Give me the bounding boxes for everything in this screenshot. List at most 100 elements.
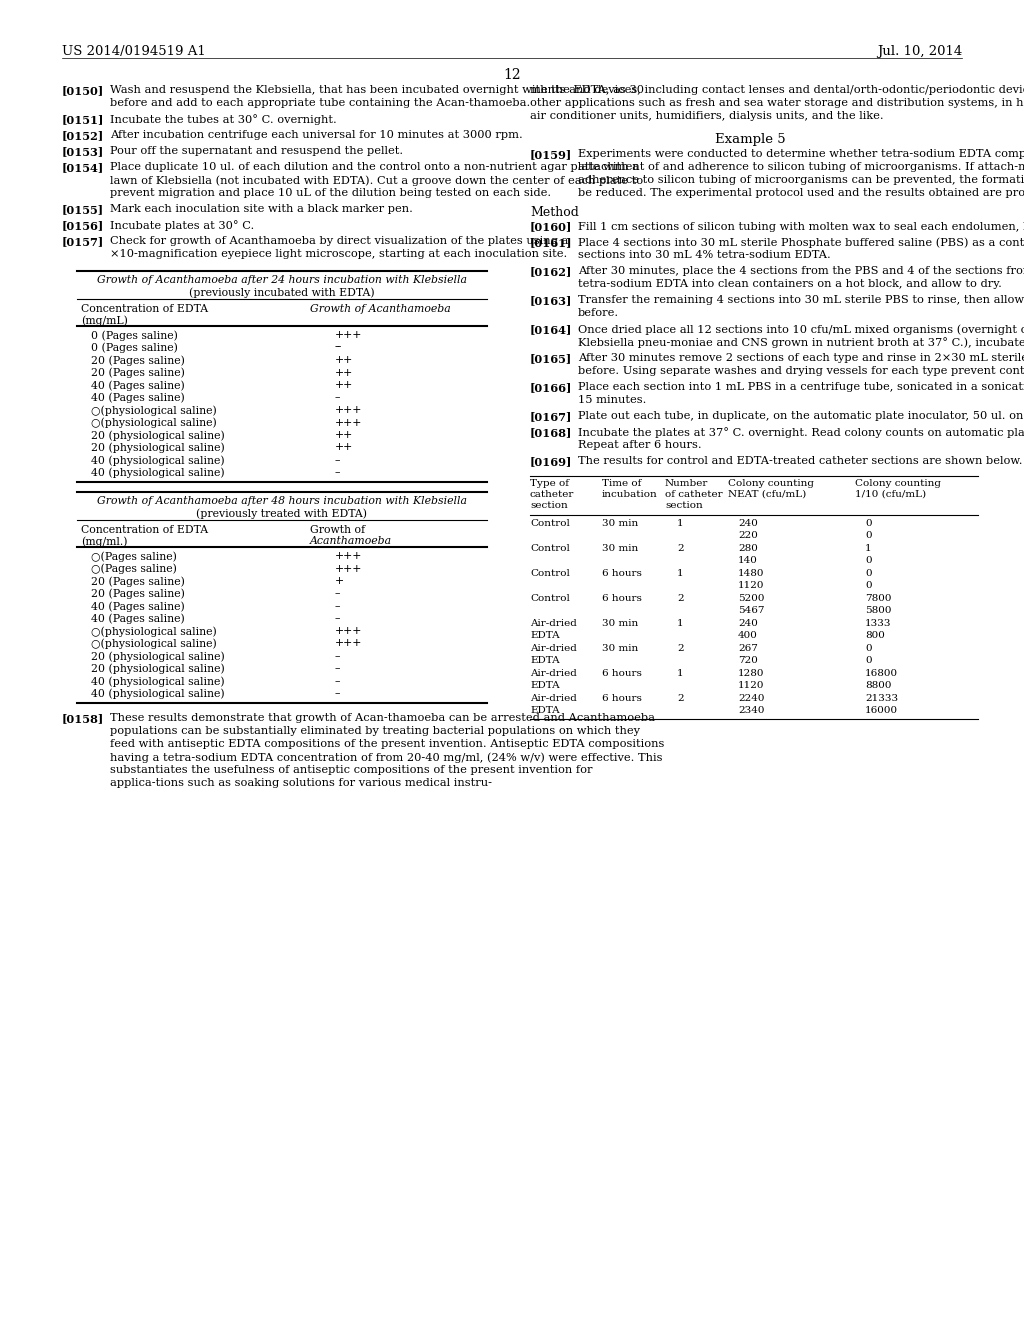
Text: [0169]: [0169]	[530, 455, 572, 467]
Text: ++: ++	[335, 430, 353, 440]
Text: --: --	[335, 342, 342, 352]
Text: [0155]: [0155]	[62, 205, 104, 215]
Text: Control: Control	[530, 594, 570, 603]
Text: 240: 240	[738, 619, 758, 628]
Text: These results demonstrate that growth of Acan-thamoeba can be arrested and Acant: These results demonstrate that growth of…	[110, 713, 655, 723]
Text: 720: 720	[738, 656, 758, 665]
Text: adherence to silicon tubing of microorganisms can be prevented, the formation of: adherence to silicon tubing of microorga…	[578, 176, 1024, 185]
Text: 20 (Pages saline): 20 (Pages saline)	[91, 589, 185, 599]
Text: (mg/mL): (mg/mL)	[81, 315, 128, 326]
Text: 2: 2	[677, 694, 684, 704]
Text: Air-dried: Air-dried	[530, 619, 577, 628]
Text: Control: Control	[530, 544, 570, 553]
Text: [0158]: [0158]	[62, 713, 104, 723]
Text: 16000: 16000	[865, 706, 898, 715]
Text: 15 minutes.: 15 minutes.	[578, 395, 646, 405]
Text: section: section	[530, 502, 567, 510]
Text: ++: ++	[335, 442, 353, 453]
Text: EDTA: EDTA	[530, 681, 560, 690]
Text: +++: +++	[335, 550, 362, 561]
Text: [0161]: [0161]	[530, 238, 572, 248]
Text: Wash and resuspend the Klebsiella, that has been incubated overnight with the ED: Wash and resuspend the Klebsiella, that …	[110, 84, 644, 95]
Text: 40 (Pages saline): 40 (Pages saline)	[91, 601, 184, 611]
Text: Method: Method	[530, 206, 579, 219]
Text: 6 hours: 6 hours	[602, 694, 642, 704]
Text: 0: 0	[865, 581, 871, 590]
Text: –: –	[335, 689, 341, 698]
Text: Pour off the supernatant and resuspend the pellet.: Pour off the supernatant and resuspend t…	[110, 147, 403, 156]
Text: applica-tions such as soaking solutions for various medical instru-: applica-tions such as soaking solutions …	[110, 777, 492, 788]
Text: 1: 1	[677, 569, 684, 578]
Text: section: section	[665, 502, 702, 510]
Text: 30 min: 30 min	[602, 619, 638, 628]
Text: [0164]: [0164]	[530, 323, 572, 335]
Text: 1120: 1120	[738, 681, 765, 690]
Text: Time of: Time of	[602, 479, 641, 488]
Text: catheter: catheter	[530, 490, 574, 499]
Text: Control: Control	[530, 519, 570, 528]
Text: 16800: 16800	[865, 669, 898, 678]
Text: ++: ++	[335, 367, 353, 378]
Text: tetra-sodium EDTA into clean containers on a hot block, and allow to dry.: tetra-sodium EDTA into clean containers …	[578, 279, 1001, 289]
Text: populations can be substantially eliminated by treating bacterial populations on: populations can be substantially elimina…	[110, 726, 640, 737]
Text: 140: 140	[738, 556, 758, 565]
Text: 40 (Pages saline): 40 (Pages saline)	[91, 614, 184, 624]
Text: 40 (Pages saline): 40 (Pages saline)	[91, 392, 184, 403]
Text: [0150]: [0150]	[62, 84, 104, 96]
Text: 267: 267	[738, 644, 758, 653]
Text: ○(physiological saline): ○(physiological saline)	[91, 639, 217, 649]
Text: ○(physiological saline): ○(physiological saline)	[91, 417, 217, 428]
Text: 1280: 1280	[738, 669, 765, 678]
Text: 30 min: 30 min	[602, 544, 638, 553]
Text: 20 (physiological saline): 20 (physiological saline)	[91, 664, 224, 675]
Text: Growth of Acanthamoeba: Growth of Acanthamoeba	[310, 304, 451, 314]
Text: EDTA: EDTA	[530, 706, 560, 715]
Text: Control: Control	[530, 569, 570, 578]
Text: After 30 minutes, place the 4 sections from the PBS and 4 of the sections from t: After 30 minutes, place the 4 sections f…	[578, 267, 1024, 276]
Text: 400: 400	[738, 631, 758, 640]
Text: [0160]: [0160]	[530, 220, 572, 232]
Text: 30 min: 30 min	[602, 519, 638, 528]
Text: –: –	[335, 676, 341, 686]
Text: 20 (physiological saline): 20 (physiological saline)	[91, 442, 224, 453]
Text: 21333: 21333	[865, 694, 898, 704]
Text: be reduced. The experimental protocol used and the results obtained are provided: be reduced. The experimental protocol us…	[578, 187, 1024, 198]
Text: Once dried place all 12 sections into 10 cfu/mL mixed organisms (overnight cultu: Once dried place all 12 sections into 10…	[578, 323, 1024, 334]
Text: 5200: 5200	[738, 594, 765, 603]
Text: +++: +++	[335, 564, 362, 573]
Text: (previously treated with EDTA): (previously treated with EDTA)	[197, 508, 368, 519]
Text: [0154]: [0154]	[62, 162, 104, 173]
Text: sections into 30 mL 4% tetra-sodium EDTA.: sections into 30 mL 4% tetra-sodium EDTA…	[578, 249, 830, 260]
Text: 40 (physiological saline): 40 (physiological saline)	[91, 676, 224, 686]
Text: EDTA: EDTA	[530, 631, 560, 640]
Text: Air-dried: Air-dried	[530, 669, 577, 678]
Text: 5800: 5800	[865, 606, 892, 615]
Text: Check for growth of Acanthamoeba by direct visualization of the plates using a: Check for growth of Acanthamoeba by dire…	[110, 236, 568, 246]
Text: [0163]: [0163]	[530, 294, 572, 306]
Text: Concentration of EDTA: Concentration of EDTA	[81, 525, 208, 535]
Text: ○(physiological saline): ○(physiological saline)	[91, 405, 217, 416]
Text: +++: +++	[335, 417, 362, 428]
Text: Acanthamoeba: Acanthamoeba	[310, 536, 392, 546]
Text: 1120: 1120	[738, 581, 765, 590]
Text: Air-dried: Air-dried	[530, 644, 577, 653]
Text: 800: 800	[865, 631, 885, 640]
Text: (mg/ml.): (mg/ml.)	[81, 536, 128, 546]
Text: 0: 0	[865, 656, 871, 665]
Text: +: +	[335, 576, 344, 586]
Text: –: –	[335, 601, 341, 611]
Text: 280: 280	[738, 544, 758, 553]
Text: Colony counting: Colony counting	[728, 479, 814, 488]
Text: Air-dried: Air-dried	[530, 694, 577, 704]
Text: before and add to each appropriate tube containing the Acan-thamoeba.: before and add to each appropriate tube …	[110, 98, 530, 108]
Text: 2340: 2340	[738, 706, 765, 715]
Text: [0151]: [0151]	[62, 114, 104, 125]
Text: 1333: 1333	[865, 619, 892, 628]
Text: 0: 0	[865, 556, 871, 565]
Text: Place 4 sections into 30 mL sterile Phosphate buffered saline (PBS) as a control: Place 4 sections into 30 mL sterile Phos…	[578, 238, 1024, 248]
Text: Concentration of EDTA: Concentration of EDTA	[81, 304, 208, 314]
Text: 8800: 8800	[865, 681, 892, 690]
Text: having a tetra-sodium EDTA concentration of from 20-40 mg/ml, (24% w/v) were eff: having a tetra-sodium EDTA concentration…	[110, 752, 663, 763]
Text: 220: 220	[738, 531, 758, 540]
Text: –: –	[335, 664, 341, 673]
